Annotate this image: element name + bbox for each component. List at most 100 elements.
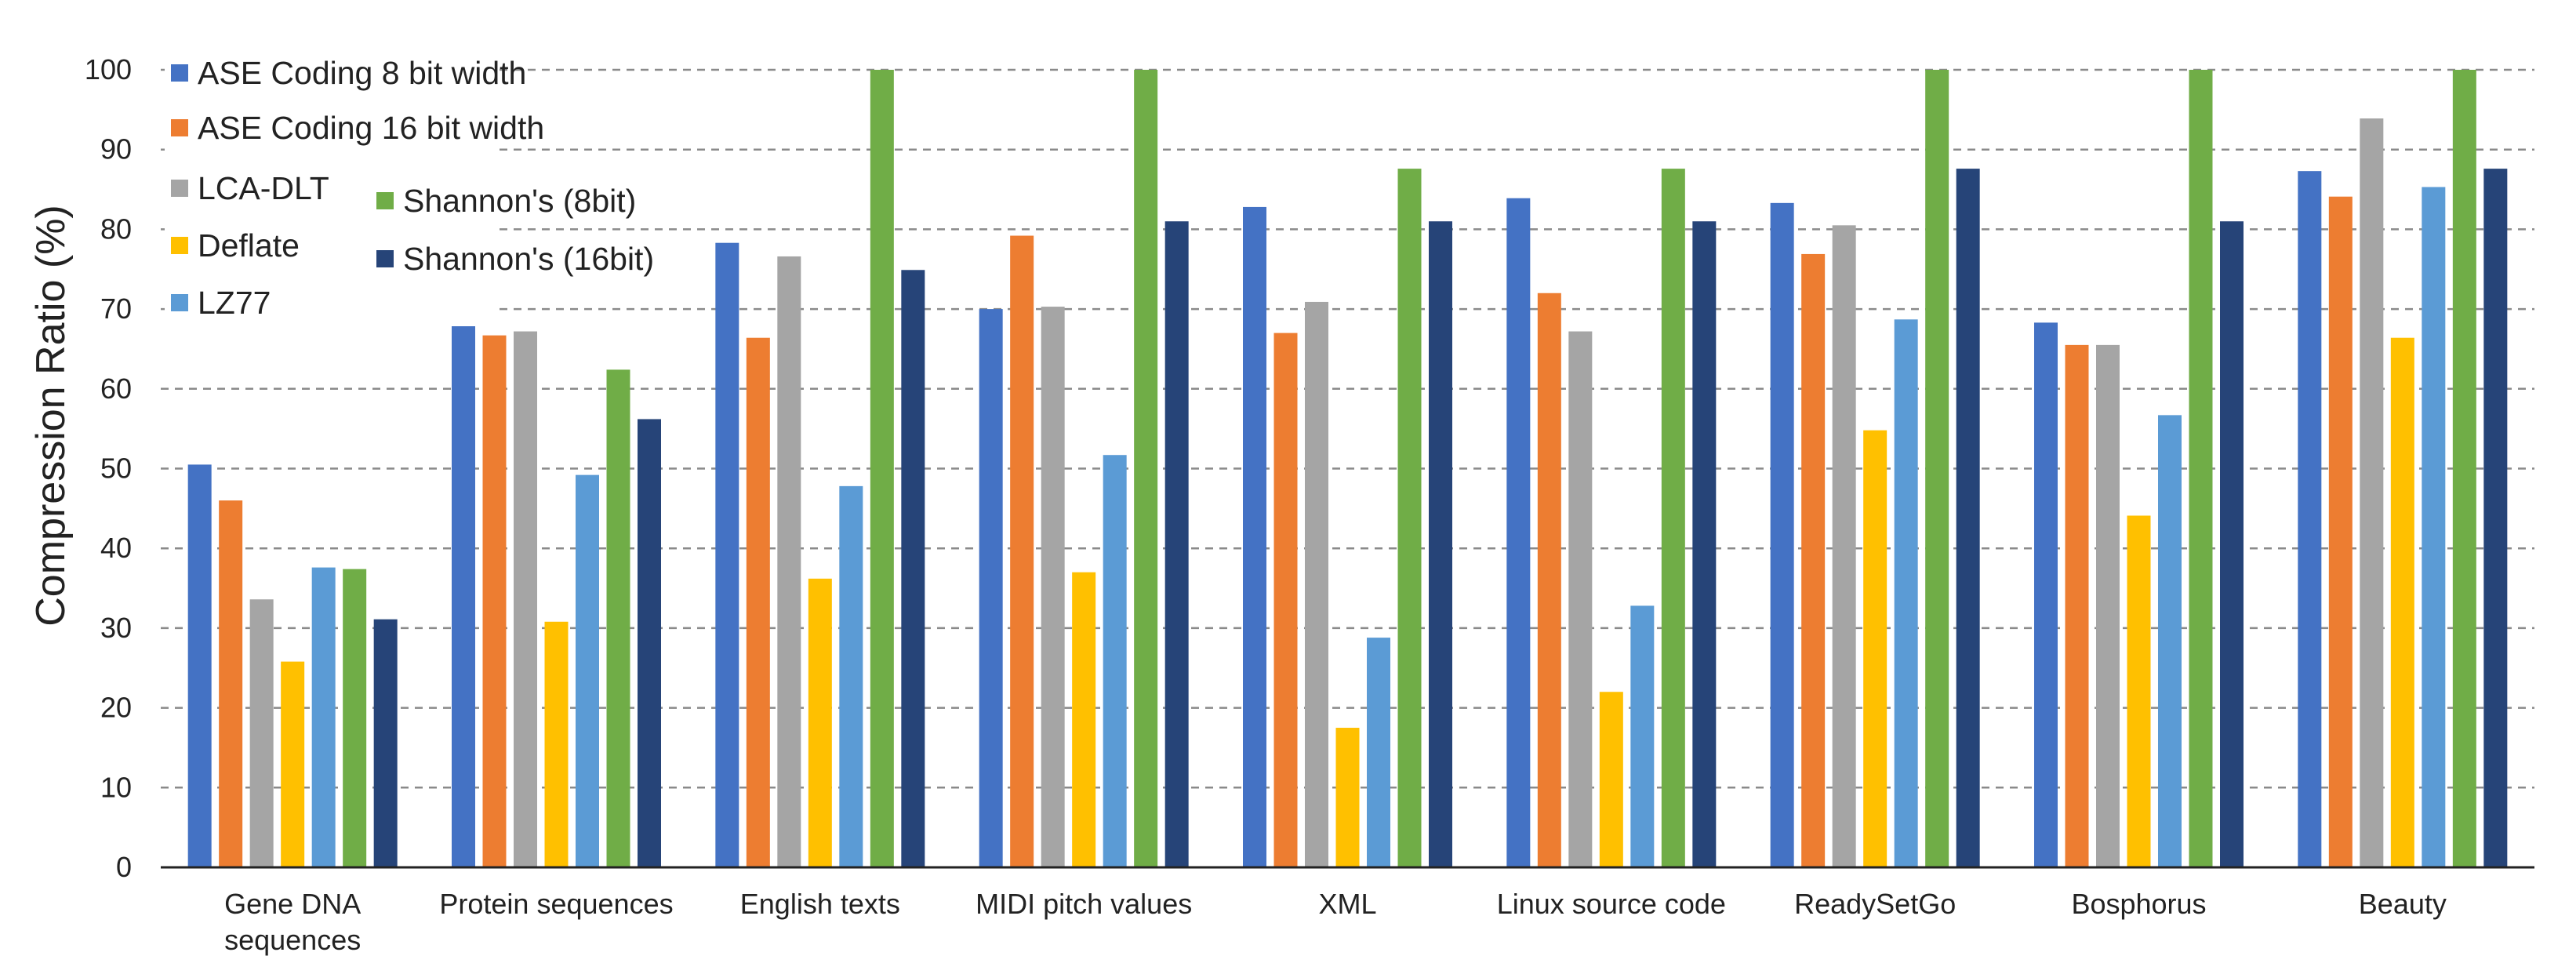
bar-5-5 (1367, 638, 1390, 867)
legend-label-5: LZ77 (198, 285, 271, 321)
bar-9-4 (2390, 337, 2414, 867)
bar-2-4 (544, 621, 569, 867)
legend-swatch-2 (171, 119, 188, 136)
legend: ASE Coding 8 bit width ASE Coding 16 bit … (165, 46, 699, 326)
bar-2-3 (514, 331, 537, 867)
bar-5-7 (1429, 221, 1452, 868)
bar-6-2 (1537, 293, 1561, 867)
bar-8-7 (2220, 221, 2244, 868)
legend-backing-1 (165, 46, 494, 96)
legend-backing-2 (165, 101, 494, 151)
bar-5-4 (1335, 728, 1360, 867)
bar-3-1 (715, 242, 739, 868)
bar-7-4 (1863, 430, 1887, 867)
bar-8-3 (2096, 344, 2120, 867)
legend-backing-7 (370, 232, 699, 282)
bar-2-5 (576, 474, 599, 867)
bar-1-3 (249, 599, 274, 867)
bar-4-1 (979, 309, 1003, 868)
bar-5-6 (1397, 169, 1422, 867)
bar-9-7 (2483, 169, 2508, 867)
bar-3-5 (839, 485, 863, 867)
bar-7-2 (1801, 253, 1826, 867)
legend-label-6: Shannon's (8bit) (403, 183, 636, 219)
bar-1-1 (187, 464, 212, 867)
bar-6-3 (1568, 331, 1593, 867)
bar-8-6 (2189, 70, 2213, 867)
bar-4-3 (1041, 307, 1065, 867)
bar-7-7 (1956, 169, 1980, 867)
bar-1-7 (373, 619, 398, 867)
legend-swatch-4 (171, 237, 188, 254)
y-tick-label-10: 10 (100, 771, 132, 803)
legend-swatch-7 (376, 250, 394, 267)
bar-6-6 (1661, 169, 1685, 867)
bars (187, 70, 2508, 868)
y-tick-label-50: 50 (100, 452, 132, 485)
y-tick-label-30: 30 (100, 612, 132, 644)
bar-2-7 (638, 419, 661, 867)
bar-6-1 (1506, 198, 1531, 867)
legend-label-3: LCA-DLT (198, 170, 329, 206)
bar-6-7 (1692, 221, 1717, 868)
bar-7-1 (1770, 202, 1794, 867)
y-tick-label-40: 40 (100, 532, 132, 564)
bar-6-4 (1599, 692, 1623, 867)
y-tick-label-90: 90 (100, 133, 132, 165)
x-category-label-6: Linux source code (1497, 888, 1726, 920)
bar-4-4 (1072, 572, 1096, 867)
bar-5-3 (1305, 301, 1328, 867)
legend-backing-6 (370, 174, 699, 224)
y-tick-label-20: 20 (100, 692, 132, 724)
y-tick-labels: 0 10 20 30 40 50 60 70 80 90 100 (85, 53, 132, 883)
bar-4-6 (1134, 70, 1158, 867)
legend-label-1: ASE Coding 8 bit width (198, 55, 526, 91)
bar-9-1 (2298, 171, 2322, 867)
y-tick-label-80: 80 (100, 213, 132, 245)
bar-8-1 (2034, 322, 2058, 867)
y-tick-label-0: 0 (116, 851, 132, 883)
bar-3-2 (746, 337, 770, 867)
bar-7-5 (1894, 319, 1918, 867)
bar-1-5 (311, 567, 336, 867)
y-tick-label-70: 70 (100, 293, 132, 325)
x-category-label-2: Protein sequences (439, 888, 673, 920)
bar-8-2 (2065, 344, 2089, 867)
y-tick-label-100: 100 (85, 53, 132, 85)
bar-4-5 (1103, 455, 1127, 867)
bar-8-5 (2158, 415, 2182, 867)
bar-1-4 (281, 661, 305, 867)
bar-1-6 (343, 569, 367, 867)
bar-4-2 (1010, 235, 1034, 867)
bar-2-2 (482, 335, 507, 867)
x-category-label-7: ReadySetGo (1794, 888, 1956, 920)
bar-5-2 (1273, 333, 1298, 867)
x-category-label-1: Gene DNA sequences (224, 888, 361, 956)
bar-9-2 (2328, 196, 2353, 867)
x-category-label-3: English texts (740, 888, 900, 920)
bar-4-7 (1164, 221, 1189, 868)
legend-swatch-5 (171, 294, 188, 311)
legend-swatch-6 (376, 192, 394, 209)
x-category-label-8: Bosphorus (2071, 888, 2206, 920)
bar-3-6 (870, 70, 894, 867)
bar-9-3 (2360, 118, 2384, 868)
bar-5-1 (1243, 206, 1266, 867)
y-axis-title: Compression Ratio (%) (28, 205, 74, 627)
legend-swatch-1 (171, 64, 188, 82)
y-tick-label-60: 60 (100, 373, 132, 405)
bar-2-6 (606, 369, 630, 868)
legend-backing-5 (165, 276, 494, 326)
x-category-label-4: MIDI pitch values (976, 888, 1192, 920)
bar-3-4 (808, 578, 832, 867)
legend-swatch-3 (171, 180, 188, 197)
bar-3-7 (901, 270, 925, 868)
bar-9-6 (2452, 70, 2476, 867)
bar-7-3 (1832, 225, 1856, 867)
bar-8-4 (2127, 515, 2151, 867)
bar-6-5 (1630, 605, 1655, 867)
legend-label-2: ASE Coding 16 bit width (198, 110, 544, 146)
x-category-label-5: XML (1318, 888, 1376, 920)
bar-2-1 (452, 286, 475, 867)
